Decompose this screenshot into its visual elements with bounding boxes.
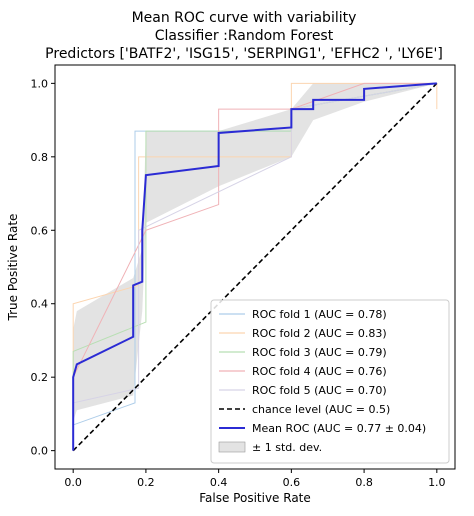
series-line-chance-level bbox=[72, 82, 438, 452]
x-tick-label: 0.2 bbox=[137, 476, 155, 489]
y-tick-label: 0.0 bbox=[31, 445, 49, 458]
title-line-3: Predictors ['BATF2', 'ISG15', 'SERPING1'… bbox=[45, 46, 443, 62]
title-line-2: Classifier :Random Forest bbox=[155, 28, 334, 44]
x-tick-label: 0.4 bbox=[210, 476, 228, 489]
std-dev-band bbox=[73, 83, 437, 422]
chart-title: Mean ROC curve with variability Classifi… bbox=[45, 10, 443, 62]
y-axis-ticks: 0.0 0.2 0.4 0.6 0.8 1.0 bbox=[31, 77, 55, 458]
legend: ROC fold 1 (AUC = 0.78) ROC fold 2 (AUC =… bbox=[210, 299, 450, 464]
legend-swatch-std-dev bbox=[218, 441, 246, 453]
y-tick-label: 0.4 bbox=[31, 298, 49, 311]
x-axis-label: False Positive Rate bbox=[199, 491, 311, 505]
legend-label-roc-fold-5-auc-0-70: ROC fold 5 (AUC = 0.70) bbox=[252, 384, 387, 397]
x-axis-ticks: 0.0 0.2 0.4 0.6 0.8 1.0 bbox=[64, 469, 446, 489]
title-line-1: Mean ROC curve with variability bbox=[132, 10, 357, 26]
y-tick-label: 1.0 bbox=[31, 77, 49, 90]
plot-frame bbox=[54, 64, 456, 470]
legend-box bbox=[210, 299, 450, 464]
std-dev-band-layer bbox=[73, 83, 437, 422]
x-tick-label: 0.0 bbox=[64, 476, 82, 489]
legend-label-1-std-dev: ± 1 std. dev. bbox=[252, 441, 322, 454]
series-line-mean-roc bbox=[72, 82, 437, 451]
legend-label-roc-fold-3-auc-0-79: ROC fold 3 (AUC = 0.79) bbox=[252, 346, 387, 359]
legend-label-roc-fold-1-auc-0-78: ROC fold 1 (AUC = 0.78) bbox=[252, 308, 387, 321]
y-axis-label: True Positive Rate bbox=[6, 214, 20, 322]
x-tick-label: 0.8 bbox=[355, 476, 373, 489]
x-tick-label: 0.6 bbox=[283, 476, 301, 489]
legend-label-chance-level-auc-0-5: chance level (AUC = 0.5) bbox=[252, 403, 390, 416]
x-tick-label: 1.0 bbox=[428, 476, 446, 489]
series-layer bbox=[72, 82, 438, 452]
y-tick-label: 0.8 bbox=[31, 151, 49, 164]
y-tick-label: 0.6 bbox=[31, 224, 49, 237]
legend-label-roc-fold-4-auc-0-76: ROC fold 4 (AUC = 0.76) bbox=[252, 365, 387, 378]
legend-label-mean-roc-auc-0-77-0-04: Mean ROC (AUC = 0.77 ± 0.04) bbox=[252, 422, 426, 435]
y-tick-label: 0.2 bbox=[31, 371, 49, 384]
legend-label-roc-fold-2-auc-0-83: ROC fold 2 (AUC = 0.83) bbox=[252, 327, 387, 340]
